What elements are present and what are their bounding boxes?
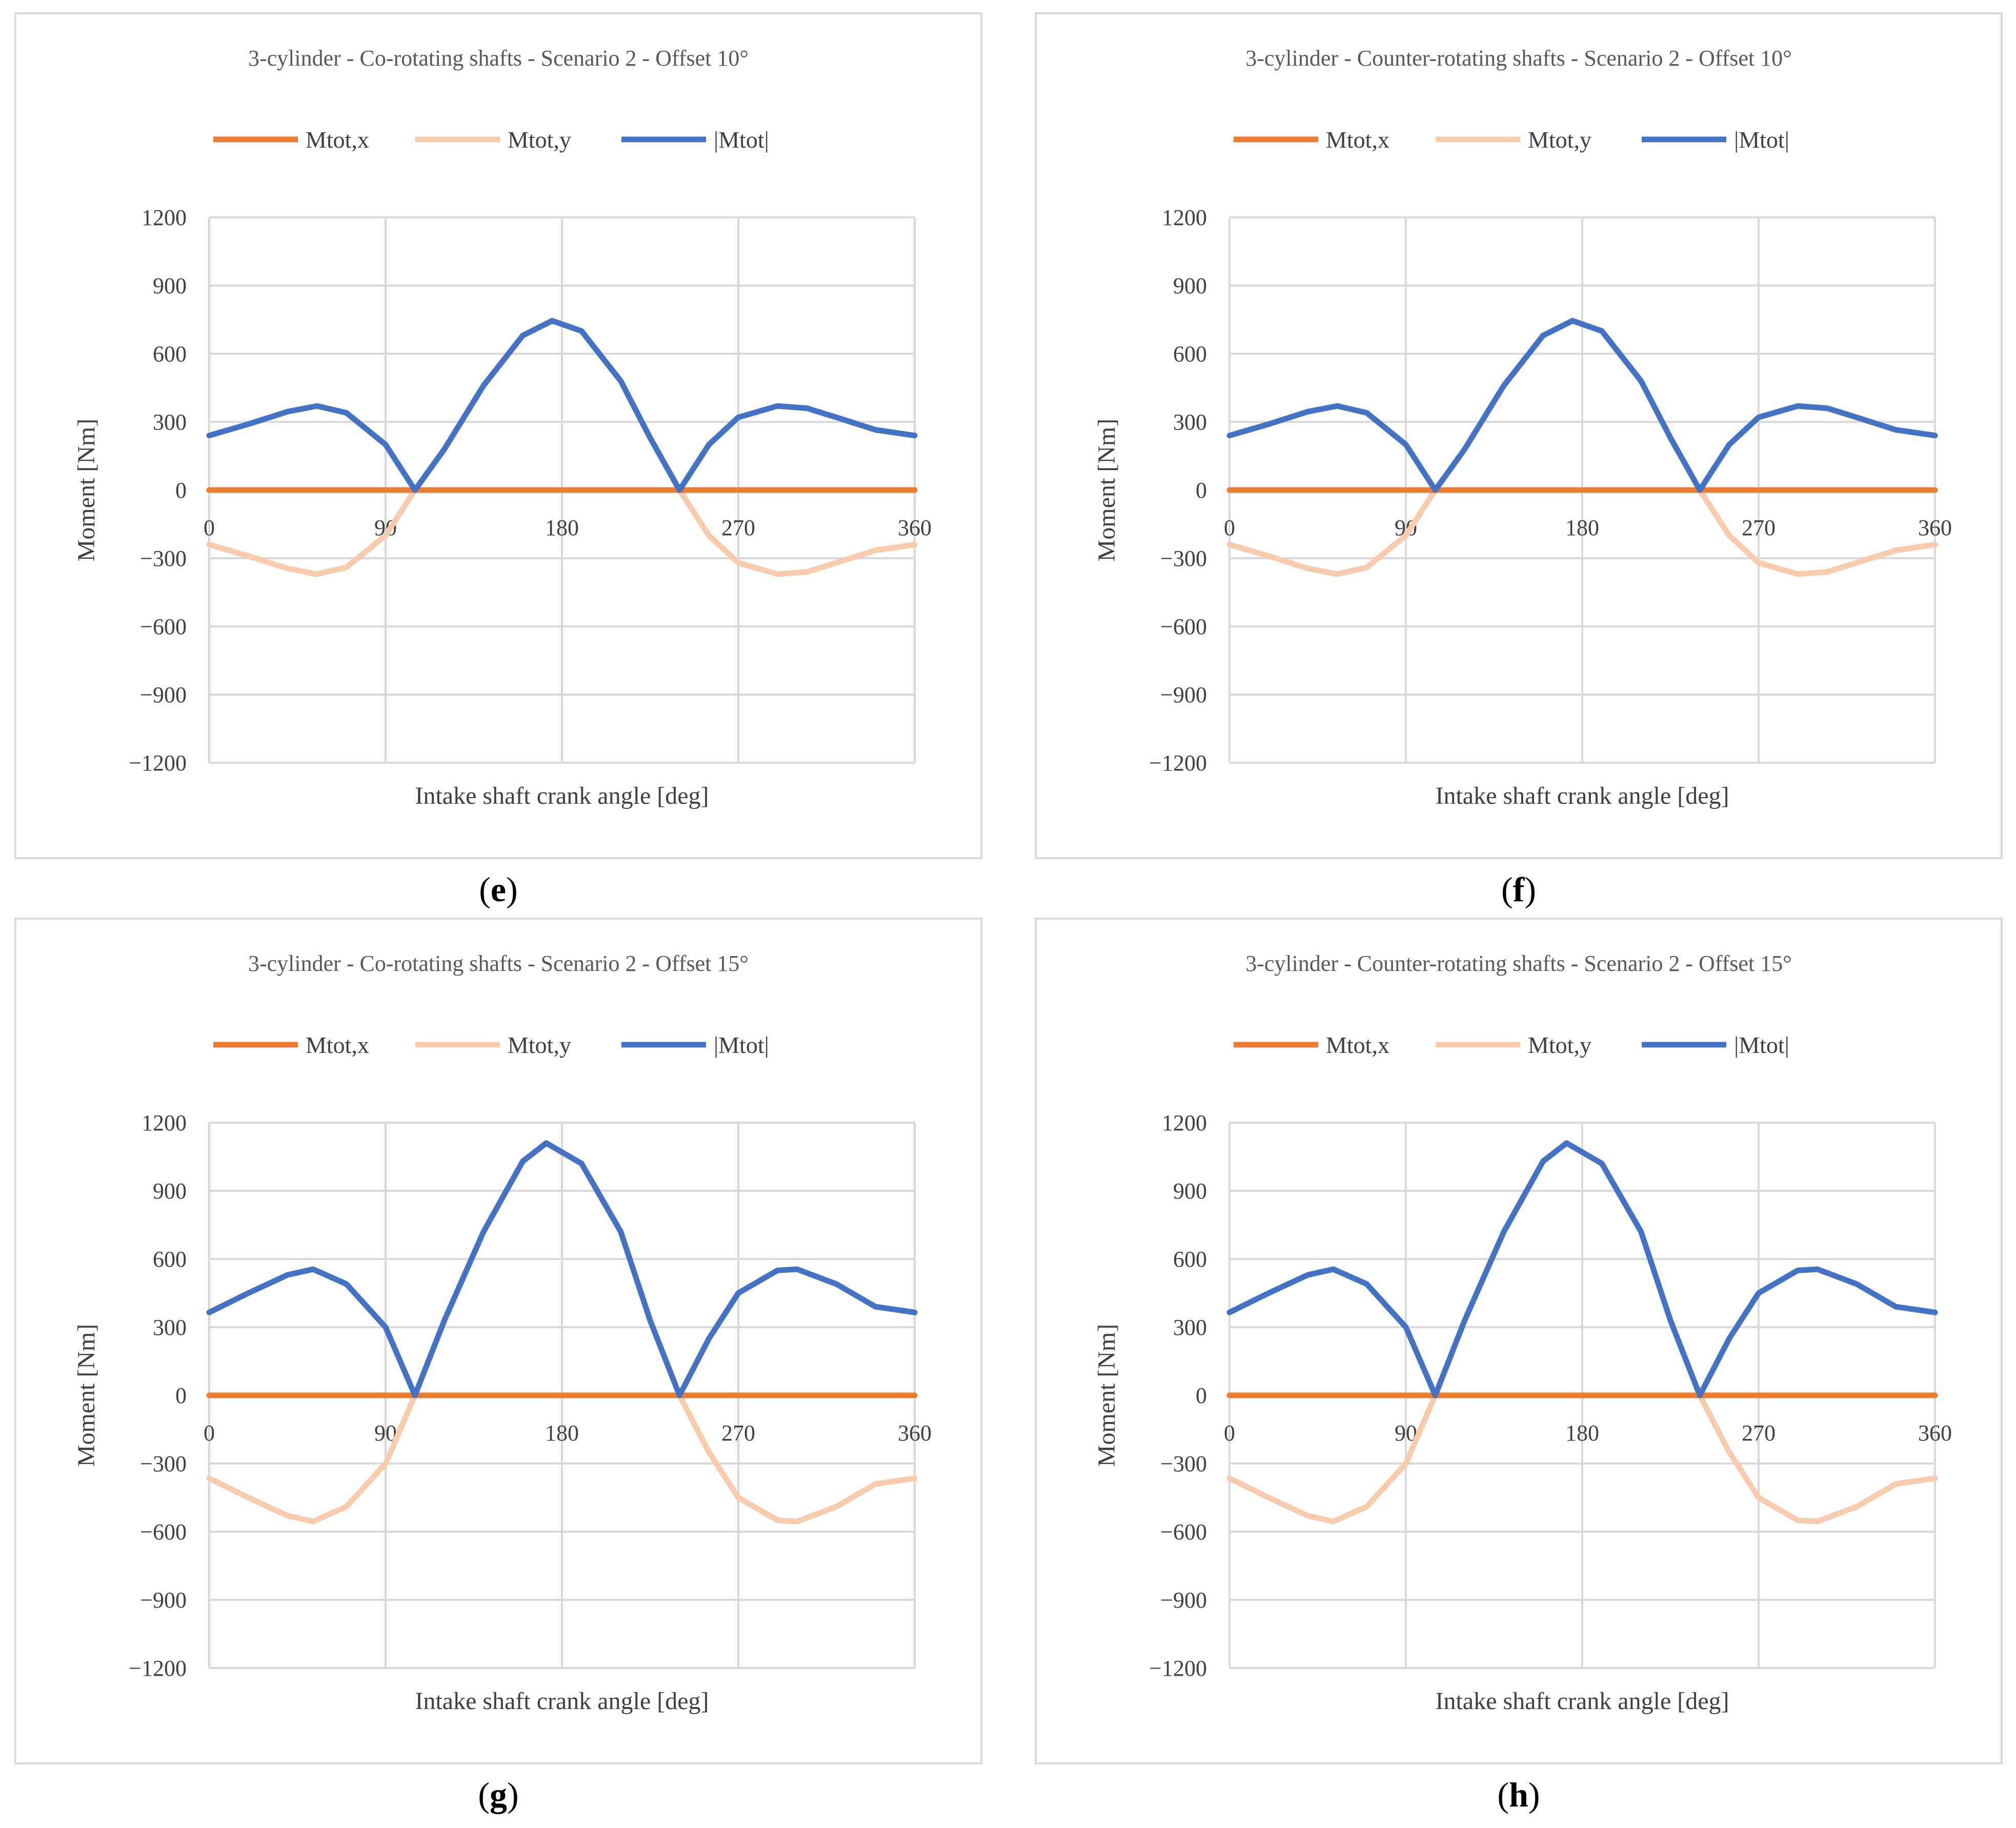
y-tick-label: 0 [1196,1383,1207,1408]
x-tick-label: 180 [545,515,579,540]
y-tick-label: −900 [140,1588,187,1613]
y-tick-label: 900 [1173,273,1207,298]
x-tick-label: 360 [898,1420,932,1446]
legend-label-mtot-x: Mtot,x [1326,1032,1389,1058]
caption-g-letter: g [490,1775,507,1814]
legend-label-mtot-y: Mtot,y [508,1032,571,1058]
y-tick-label: 300 [1173,410,1207,435]
caption-h-letter: h [1509,1775,1528,1814]
caption-f: (f) [1501,870,1536,909]
x-tick-label: 180 [545,1420,579,1446]
y-tick-label: −900 [1160,1588,1207,1613]
x-tick-label: 270 [1742,1420,1776,1446]
y-axis-title: Moment [Nm] [1093,1324,1120,1467]
chart-title: 3-cylinder - Counter-rotating shafts - S… [1245,46,1792,71]
x-axis-title: Intake shaft crank angle [deg] [1435,1688,1729,1715]
chart-panel-f: 3-cylinder - Counter-rotating shafts - S… [1035,12,2003,859]
x-tick-label: 180 [1565,515,1599,540]
x-tick-label: 0 [1224,515,1235,540]
x-tick-label: 360 [1918,515,1952,540]
x-axis-title: Intake shaft crank angle [deg] [415,1688,709,1715]
x-tick-label: 0 [1224,1420,1235,1446]
chart-panel-g: 3-cylinder - Co-rotating shafts - Scenar… [14,918,982,1764]
chart-panel-h: 3-cylinder - Counter-rotating shafts - S… [1035,918,2003,1764]
legend-label-mtot-abs: |Mtot| [1734,127,1789,153]
series-line-mtot-abs [206,1140,918,1398]
chart-svg-f: 3-cylinder - Counter-rotating shafts - S… [1093,46,1952,809]
chart-panel-e: 3-cylinder - Co-rotating shafts - Scenar… [14,12,982,859]
x-tick-label: 270 [1742,515,1776,540]
chart-title: 3-cylinder - Co-rotating shafts - Scenar… [248,46,749,71]
y-tick-label: 600 [1173,1247,1207,1272]
y-axis-title: Moment [Nm] [1093,419,1120,562]
y-tick-label: −600 [1160,614,1207,639]
chart-title: 3-cylinder - Counter-rotating shafts - S… [1245,951,1792,976]
x-tick-label: 360 [898,515,932,540]
legend-label-mtot-y: Mtot,y [1528,1032,1591,1058]
legend-label-mtot-abs: |Mtot| [714,127,769,153]
y-tick-label: −600 [140,1519,187,1545]
y-tick-label: 600 [1173,341,1207,367]
y-tick-label: −300 [140,546,187,571]
caption-f-letter: f [1513,870,1525,909]
legend-label-mtot-abs: |Mtot| [1734,1032,1789,1058]
y-tick-label: −300 [1160,546,1207,571]
y-tick-label: 900 [153,1179,187,1204]
caption-e: (e) [479,870,518,909]
y-tick-label: 900 [1173,1179,1207,1204]
y-tick-label: 600 [153,1247,187,1272]
x-axis-title: Intake shaft crank angle [deg] [1435,782,1729,809]
legend-label-mtot-y: Mtot,y [508,127,571,153]
y-tick-label: −900 [1160,682,1207,707]
y-tick-label: −1200 [129,1656,187,1681]
chart-title: 3-cylinder - Co-rotating shafts - Scenar… [248,951,749,976]
legend-label-mtot-abs: |Mtot| [714,1032,769,1058]
y-tick-label: 300 [1173,1315,1207,1340]
x-axis-title: Intake shaft crank angle [deg] [415,782,709,809]
y-tick-label: −600 [1160,1519,1207,1545]
x-tick-label: 360 [1918,1420,1952,1446]
legend-label-mtot-x: Mtot,x [306,127,369,153]
caption-h: (h) [1497,1775,1540,1814]
x-tick-label: 270 [721,1420,755,1446]
y-tick-label: 1200 [142,205,187,230]
y-tick-label: 0 [175,478,187,503]
y-tick-label: 0 [1196,478,1207,503]
series-line-mtot-abs [206,318,918,493]
y-tick-label: −1200 [1149,750,1207,776]
y-axis-title: Moment [Nm] [73,419,100,562]
chart-svg-g: 3-cylinder - Co-rotating shafts - Scenar… [73,951,932,1715]
y-tick-label: 0 [175,1383,187,1408]
y-tick-label: −600 [140,614,187,639]
x-tick-label: 0 [204,1420,215,1446]
y-tick-label: −300 [1160,1451,1207,1476]
x-tick-label: 0 [204,515,215,540]
x-tick-label: 270 [721,515,755,540]
series-line-mtot-abs [1226,318,1938,493]
chart-svg-e: 3-cylinder - Co-rotating shafts - Scenar… [73,46,932,809]
y-tick-label: 1200 [1162,205,1207,230]
y-tick-label: 300 [153,410,187,435]
y-tick-label: 300 [153,1315,187,1340]
y-tick-label: −900 [140,682,187,707]
legend-label-mtot-x: Mtot,x [1326,127,1389,153]
y-tick-label: −1200 [1149,1656,1207,1681]
y-tick-label: −300 [140,1451,187,1476]
series-line-mtot-abs [1226,1140,1938,1398]
chart-svg-h: 3-cylinder - Counter-rotating shafts - S… [1093,951,1952,1715]
legend-label-mtot-x: Mtot,x [306,1032,369,1058]
y-axis-title: Moment [Nm] [73,1324,100,1467]
caption-e-letter: e [490,870,507,909]
y-tick-label: 600 [153,341,187,367]
x-tick-label: 180 [1565,1420,1599,1446]
y-tick-label: 1200 [142,1110,187,1135]
caption-g: (g) [478,1775,519,1814]
legend-label-mtot-y: Mtot,y [1528,127,1591,153]
y-tick-label: 900 [153,273,187,298]
y-tick-label: 1200 [1162,1110,1207,1135]
y-tick-label: −1200 [129,750,187,776]
